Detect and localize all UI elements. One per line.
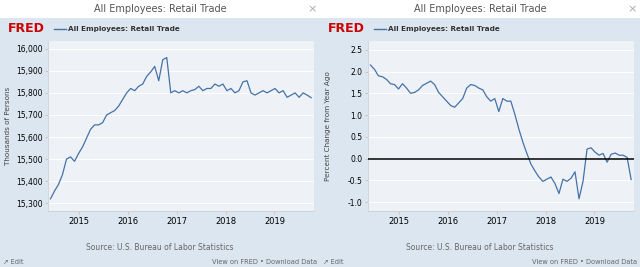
Text: All Employees: Retail Trade: All Employees: Retail Trade [388,26,500,32]
Text: ×: × [307,4,317,14]
Text: ↗ Edit: ↗ Edit [323,259,344,265]
Text: ×: × [627,4,637,14]
Text: All Employees: Retail Trade: All Employees: Retail Trade [93,4,227,14]
Text: All Employees: Retail Trade: All Employees: Retail Trade [68,26,180,32]
Text: View on FRED • Download Data: View on FRED • Download Data [532,259,637,265]
Text: ↗ Edit: ↗ Edit [3,259,24,265]
Text: Source: U.S. Bureau of Labor Statistics: Source: U.S. Bureau of Labor Statistics [86,242,234,252]
Text: View on FRED • Download Data: View on FRED • Download Data [212,259,317,265]
Text: FRED: FRED [328,22,365,36]
Text: All Employees: Retail Trade: All Employees: Retail Trade [413,4,547,14]
Text: Thousands of Persons: Thousands of Persons [4,87,11,165]
Text: FRED: FRED [8,22,45,36]
Text: Source: U.S. Bureau of Labor Statistics: Source: U.S. Bureau of Labor Statistics [406,242,554,252]
Text: Percent Change from Year Ago: Percent Change from Year Ago [324,71,331,181]
